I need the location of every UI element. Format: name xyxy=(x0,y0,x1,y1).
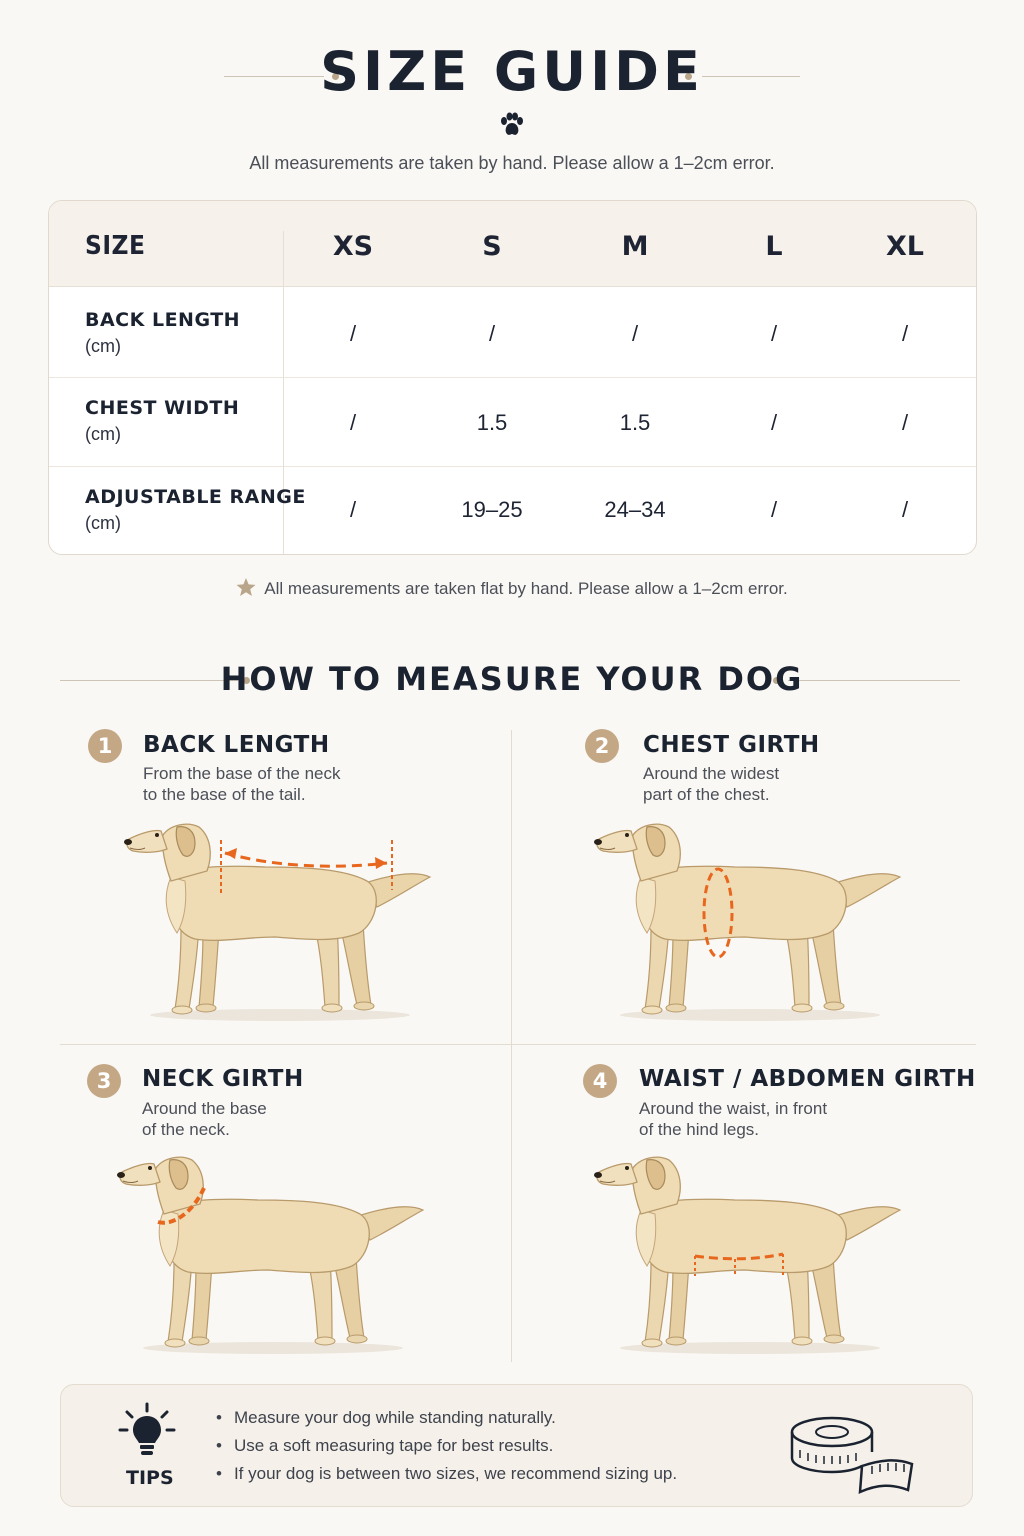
section-dot-right xyxy=(773,677,780,684)
size-column-header: SIZE xyxy=(85,231,146,261)
dog-neck-girth-illustration xyxy=(116,1156,424,1354)
table-cell: 19–25 xyxy=(461,497,523,522)
measure-title-back-length: BACK LENGTH xyxy=(143,732,330,758)
table-cell: 1.5 xyxy=(619,410,651,435)
section-rule-left xyxy=(60,680,238,681)
dog-back-length-illustration xyxy=(123,823,431,1021)
step-number: 4 xyxy=(583,1064,617,1098)
measure-desc: Around the waist, in front of the hind l… xyxy=(639,1098,899,1140)
table-cell: / xyxy=(349,497,357,522)
row-divider xyxy=(49,466,976,467)
star-icon xyxy=(236,578,256,596)
table-cell: / xyxy=(770,497,778,522)
measure-desc-line: of the neck. xyxy=(142,1120,230,1139)
table-cell: / xyxy=(770,321,778,346)
measuring-tape-icon xyxy=(790,1416,914,1494)
tips-label: TIPS xyxy=(126,1467,174,1489)
tip-item: If your dog is between two sizes, we rec… xyxy=(216,1464,677,1484)
row-label-back-length: BACK LENGTH xyxy=(85,309,241,331)
grid-divider-vertical xyxy=(511,730,512,1362)
measure-desc-line: of the hind legs. xyxy=(639,1120,760,1139)
table-cell: / xyxy=(488,321,496,346)
row-label-chest-width: CHEST WIDTH xyxy=(85,397,240,419)
size-header-s: S xyxy=(482,231,502,262)
tip-item: Use a soft measuring tape for best resul… xyxy=(216,1436,553,1456)
measure-desc: From the base of the neck to the base of… xyxy=(143,763,403,805)
table-cell: / xyxy=(901,410,909,435)
size-header-m: M xyxy=(621,231,649,262)
section-rule-right xyxy=(788,680,960,681)
measure-desc: Around the base of the neck. xyxy=(142,1098,402,1140)
measure-title-chest-girth: CHEST GIRTH xyxy=(643,732,820,758)
row-unit: (cm) xyxy=(85,513,121,533)
header-rule-left xyxy=(224,76,324,77)
step-number: 3 xyxy=(87,1064,121,1098)
size-table: SIZE XS S M L XL BACK LENGTH (cm) / / / … xyxy=(48,200,977,555)
row-unit: (cm) xyxy=(85,424,121,444)
header-subtitle: All measurements are taken by hand. Plea… xyxy=(249,153,775,173)
section-dot-left xyxy=(243,677,250,684)
table-cell: / xyxy=(349,410,357,435)
size-header-xl: XL xyxy=(885,231,925,262)
table-note-text: All measurements are taken flat by hand.… xyxy=(264,579,788,598)
lightbulb-icon xyxy=(118,1402,176,1455)
size-header-xs: XS xyxy=(332,231,374,262)
header-dot-right xyxy=(685,73,692,80)
column-divider xyxy=(283,231,284,554)
measure-desc-line: Around the widest xyxy=(643,764,780,783)
step-number: 2 xyxy=(585,729,619,763)
measure-desc-line: part of the chest. xyxy=(643,785,770,804)
header-rule-right xyxy=(702,76,800,77)
tip-item: Measure your dog while standing naturall… xyxy=(216,1408,556,1428)
measure-desc-line: From the base of the neck xyxy=(143,764,341,783)
table-cell: 24–34 xyxy=(604,497,666,522)
row-label-adjustable-range: ADJUSTABLE RANGE xyxy=(85,486,306,508)
measure-title-neck-girth: NECK GIRTH xyxy=(142,1066,304,1092)
table-cell: / xyxy=(631,321,639,346)
paw-icon xyxy=(501,112,523,135)
section-title: HOW TO MEASURE YOUR DOG xyxy=(220,660,804,698)
measure-desc-line: Around the base xyxy=(142,1099,267,1118)
measure-title-waist-girth: WAIST / ABDOMEN GIRTH xyxy=(639,1066,976,1092)
size-header-l: L xyxy=(765,231,783,262)
table-header-row xyxy=(49,201,976,287)
dog-waist-girth-illustration xyxy=(593,1156,901,1354)
grid-divider-horizontal xyxy=(60,1044,976,1045)
row-unit: (cm) xyxy=(85,336,121,356)
row-divider xyxy=(49,377,976,378)
table-cell: 1.5 xyxy=(476,410,508,435)
dog-chest-girth-illustration xyxy=(593,823,901,1021)
table-cell: / xyxy=(901,497,909,522)
measure-desc-line: to the base of the tail. xyxy=(143,785,306,804)
header-dot-left xyxy=(332,73,339,80)
table-cell: / xyxy=(770,410,778,435)
step-number: 1 xyxy=(88,729,122,763)
measure-desc-line: Around the waist, in front xyxy=(639,1099,828,1118)
page-title: SIZE GUIDE xyxy=(320,40,704,103)
table-cell: / xyxy=(901,321,909,346)
table-note: All measurements are taken flat by hand.… xyxy=(0,578,1024,599)
table-cell: / xyxy=(349,321,357,346)
measure-desc: Around the widest part of the chest. xyxy=(643,763,903,805)
